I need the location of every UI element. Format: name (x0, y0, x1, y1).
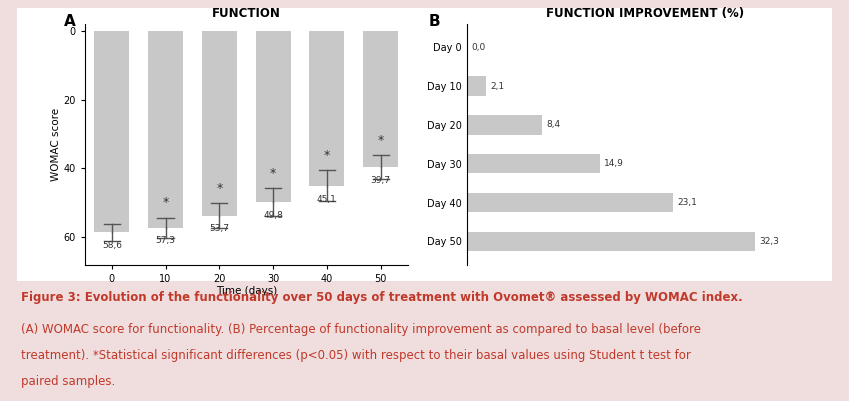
Text: 39,7: 39,7 (371, 176, 391, 185)
Text: A: A (64, 14, 76, 29)
Y-axis label: WOMAC score: WOMAC score (51, 108, 61, 181)
Text: 0,0: 0,0 (471, 43, 486, 52)
Text: *: * (216, 182, 222, 195)
Text: Figure 3: Evolution of the functionality over 50 days of treatment with Ovomet® : Figure 3: Evolution of the functionality… (21, 291, 743, 304)
Text: 58,6: 58,6 (102, 241, 121, 250)
Bar (467, 193, 673, 212)
Bar (256, 31, 290, 202)
Text: *: * (162, 196, 169, 209)
Text: 45,1: 45,1 (317, 194, 337, 204)
Text: 2,1: 2,1 (490, 82, 504, 91)
Text: 53,7: 53,7 (210, 224, 229, 233)
Bar (202, 31, 237, 215)
Text: 49,8: 49,8 (263, 211, 283, 220)
Text: *: * (378, 134, 384, 147)
Text: *: * (270, 167, 276, 180)
X-axis label: Time (days): Time (days) (216, 286, 277, 296)
Bar (467, 115, 542, 135)
Text: 23,1: 23,1 (678, 198, 697, 207)
Text: B: B (429, 14, 441, 29)
Text: 8,4: 8,4 (546, 120, 560, 130)
Text: 14,9: 14,9 (604, 159, 624, 168)
Bar (467, 154, 599, 174)
Bar (94, 31, 129, 232)
Bar (467, 232, 755, 251)
Title: FUNCTION IMPROVEMENT (%): FUNCTION IMPROVEMENT (%) (546, 7, 745, 20)
Text: *: * (323, 149, 330, 162)
Text: 57,3: 57,3 (155, 237, 176, 245)
Text: (A) WOMAC score for functionality. (B) Percentage of functionality improvement a: (A) WOMAC score for functionality. (B) P… (21, 323, 701, 336)
Bar (363, 31, 398, 167)
Text: paired samples.: paired samples. (21, 375, 115, 388)
Text: 32,3: 32,3 (759, 237, 779, 246)
Title: FUNCTION: FUNCTION (211, 7, 281, 20)
Bar (309, 31, 345, 186)
Text: treatment). *Statistical significant differences (p<0.05) with respect to their : treatment). *Statistical significant dif… (21, 349, 691, 362)
Bar (148, 31, 183, 228)
Bar (467, 77, 486, 96)
